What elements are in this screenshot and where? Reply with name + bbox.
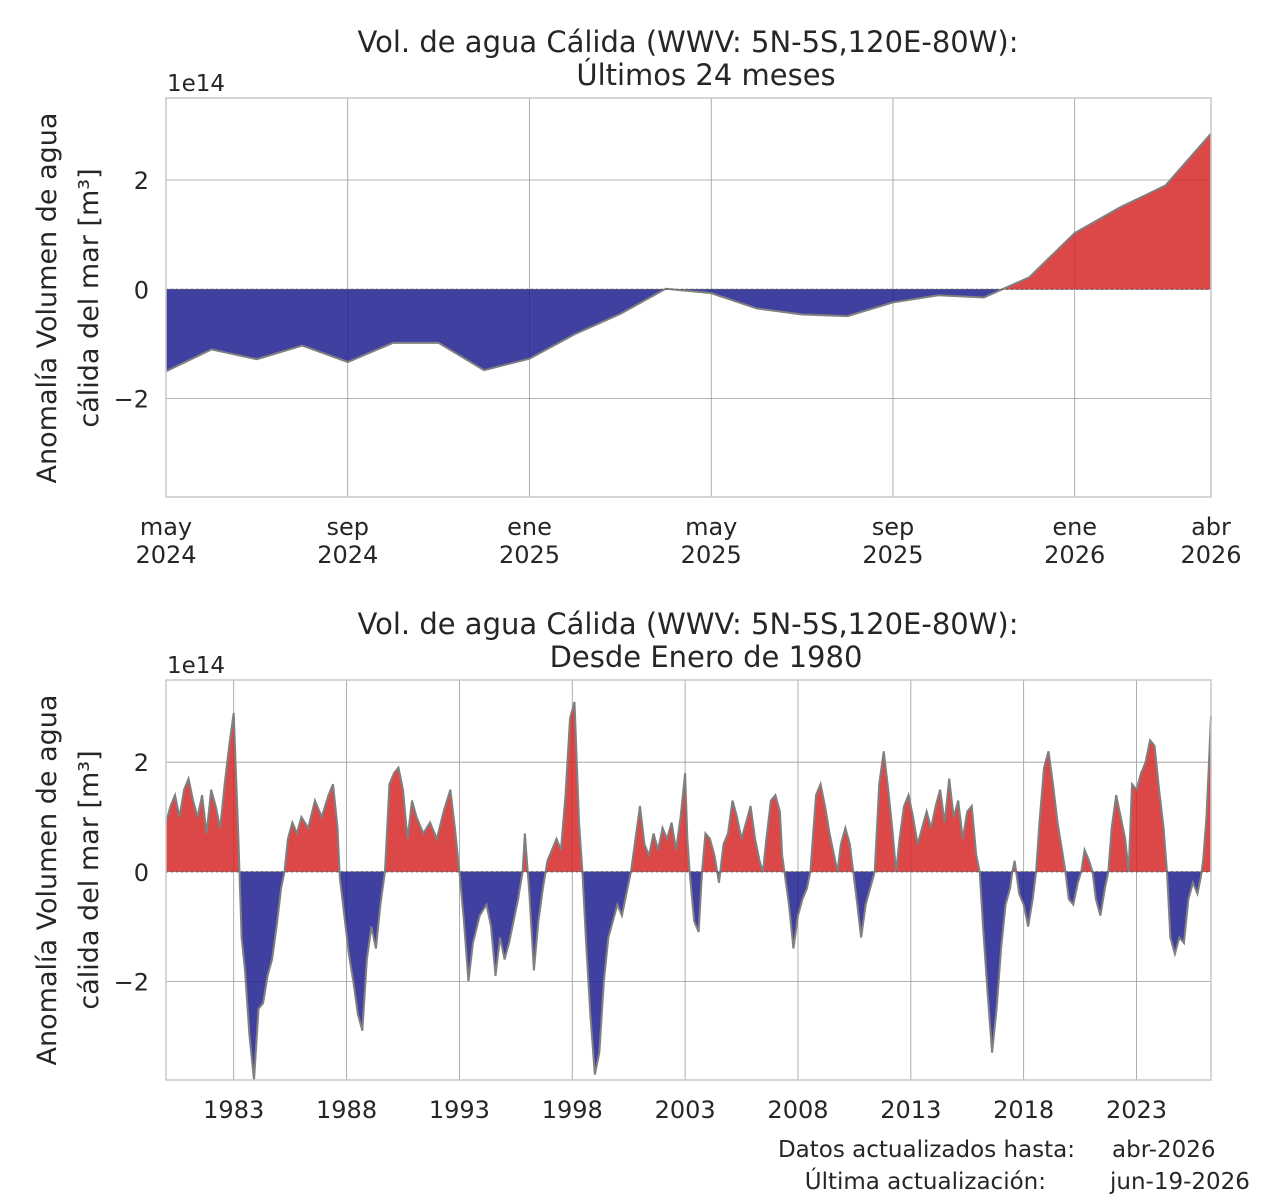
y-tick-label: 2 [134, 167, 149, 195]
positive-anomaly-area [384, 767, 460, 872]
positive-anomaly-area [874, 751, 980, 872]
y-tick-label: 2 [134, 749, 149, 777]
x-tick-label: 2018 [993, 1096, 1054, 1124]
negative-anomaly-area [784, 871, 811, 949]
series-line [165, 132, 1212, 373]
negative-anomaly-area [339, 871, 385, 1031]
x-tick-label: 2013 [880, 1096, 941, 1124]
chart-title-line1: Vol. de agua Cálida (WWV: 5N-5S,120E-80W… [358, 607, 1019, 641]
x-tick-label-year: 2024 [135, 541, 196, 569]
series-line [165, 701, 1212, 1081]
x-tick-label: 1993 [429, 1096, 490, 1124]
x-tick-label-year: 2025 [681, 541, 742, 569]
y-axis-label-line2: cálida del mar [m³] [74, 168, 105, 427]
x-tick-label-year: 2026 [1180, 541, 1241, 569]
last-update-label: Última actualización: [805, 1167, 1046, 1195]
x-tick-label-month: ene [507, 513, 552, 541]
negative-anomaly-area [671, 289, 1003, 317]
x-tick-labels: may2024sep2024ene2025may2025sep2025ene20… [135, 513, 1241, 569]
x-tick-label-month: sep [326, 513, 369, 541]
y-exponent-label: 1e14 [167, 71, 225, 97]
x-tick-label-month: abr [1191, 513, 1231, 541]
grid-lines [166, 680, 1211, 1080]
negative-anomaly-area [1092, 871, 1109, 916]
area-series [165, 701, 1212, 1081]
y-tick-label: 0 [134, 276, 149, 304]
y-tick-label: −2 [114, 968, 149, 996]
positive-anomaly-area [545, 701, 583, 872]
negative-anomaly-area [166, 289, 665, 372]
x-tick-label: 2023 [1106, 1096, 1167, 1124]
positive-anomaly-area [1201, 715, 1211, 872]
x-tick-label-month: ene [1052, 513, 1097, 541]
x-tick-label: 1988 [316, 1096, 377, 1124]
y-tick-label: −2 [114, 386, 149, 414]
x-tick-label-year: 2024 [317, 541, 378, 569]
chart-panel-since-1980: Vol. de agua Cálida (WWV: 5N-5S,120E-80W… [32, 607, 1212, 1124]
x-tick-labels: 1983 1988 1993 1998 2003 2008 2013 2018 2023 [203, 1096, 1167, 1124]
last-update-value: jun-19-2026 [1109, 1169, 1250, 1195]
y-axis-label-line1: Anomalía Volumen de agua [32, 113, 63, 484]
y-exponent-label: 1e14 [167, 653, 225, 679]
x-tick-label: 2008 [767, 1096, 828, 1124]
y-axis-label-line2: cálida del mar [m³] [74, 750, 105, 1009]
data-updated-label: Datos actualizados hasta: [778, 1137, 1075, 1163]
x-tick-label: 1998 [542, 1096, 603, 1124]
x-tick-label-month: sep [872, 513, 915, 541]
positive-anomaly-area [284, 784, 340, 872]
area-series [165, 132, 1212, 373]
x-tick-label-year: 2025 [499, 541, 560, 569]
chart-title-line2: Últimos 24 meses [576, 58, 835, 92]
chart-panel-last-24-months: Vol. de agua Cálida (WWV: 5N-5S,120E-80W… [32, 25, 1242, 569]
negative-anomaly-area [1016, 871, 1037, 927]
negative-anomaly-area [582, 871, 631, 1075]
x-tick-label-year: 2025 [862, 541, 923, 569]
x-tick-label: 2003 [655, 1096, 716, 1124]
y-tick-label: 0 [134, 859, 149, 887]
chart-title-line2: Desde Enero de 1980 [550, 640, 863, 674]
y-tick-labels: 2 0 −2 [114, 749, 149, 996]
plot-frame [165, 679, 1212, 1081]
x-tick-label-year: 2026 [1044, 541, 1105, 569]
positive-anomaly-area [702, 833, 718, 872]
positive-anomaly-area [166, 712, 240, 872]
negative-anomaly-area [1166, 871, 1202, 954]
x-tick-label-month: may [685, 513, 737, 541]
negative-anomaly-area [239, 871, 285, 1080]
update-info: Datos actualizados hasta: abr-2026 Últim… [778, 1137, 1250, 1195]
positive-anomaly-area [1002, 133, 1211, 290]
x-tick-label-month: may [140, 513, 192, 541]
y-tick-labels: 2 0 −2 [114, 167, 149, 414]
plot-frame [165, 97, 1212, 498]
x-tick-label: 1983 [203, 1096, 264, 1124]
chart-title-line1: Vol. de agua Cálida (WWV: 5N-5S,120E-80W… [358, 25, 1019, 59]
positive-anomaly-area [810, 784, 854, 872]
positive-anomaly-area [720, 795, 785, 872]
y-axis-label-line1: Anomalía Volumen de agua [32, 695, 63, 1066]
positive-anomaly-area [1108, 740, 1167, 872]
data-updated-value: abr-2026 [1112, 1137, 1216, 1163]
